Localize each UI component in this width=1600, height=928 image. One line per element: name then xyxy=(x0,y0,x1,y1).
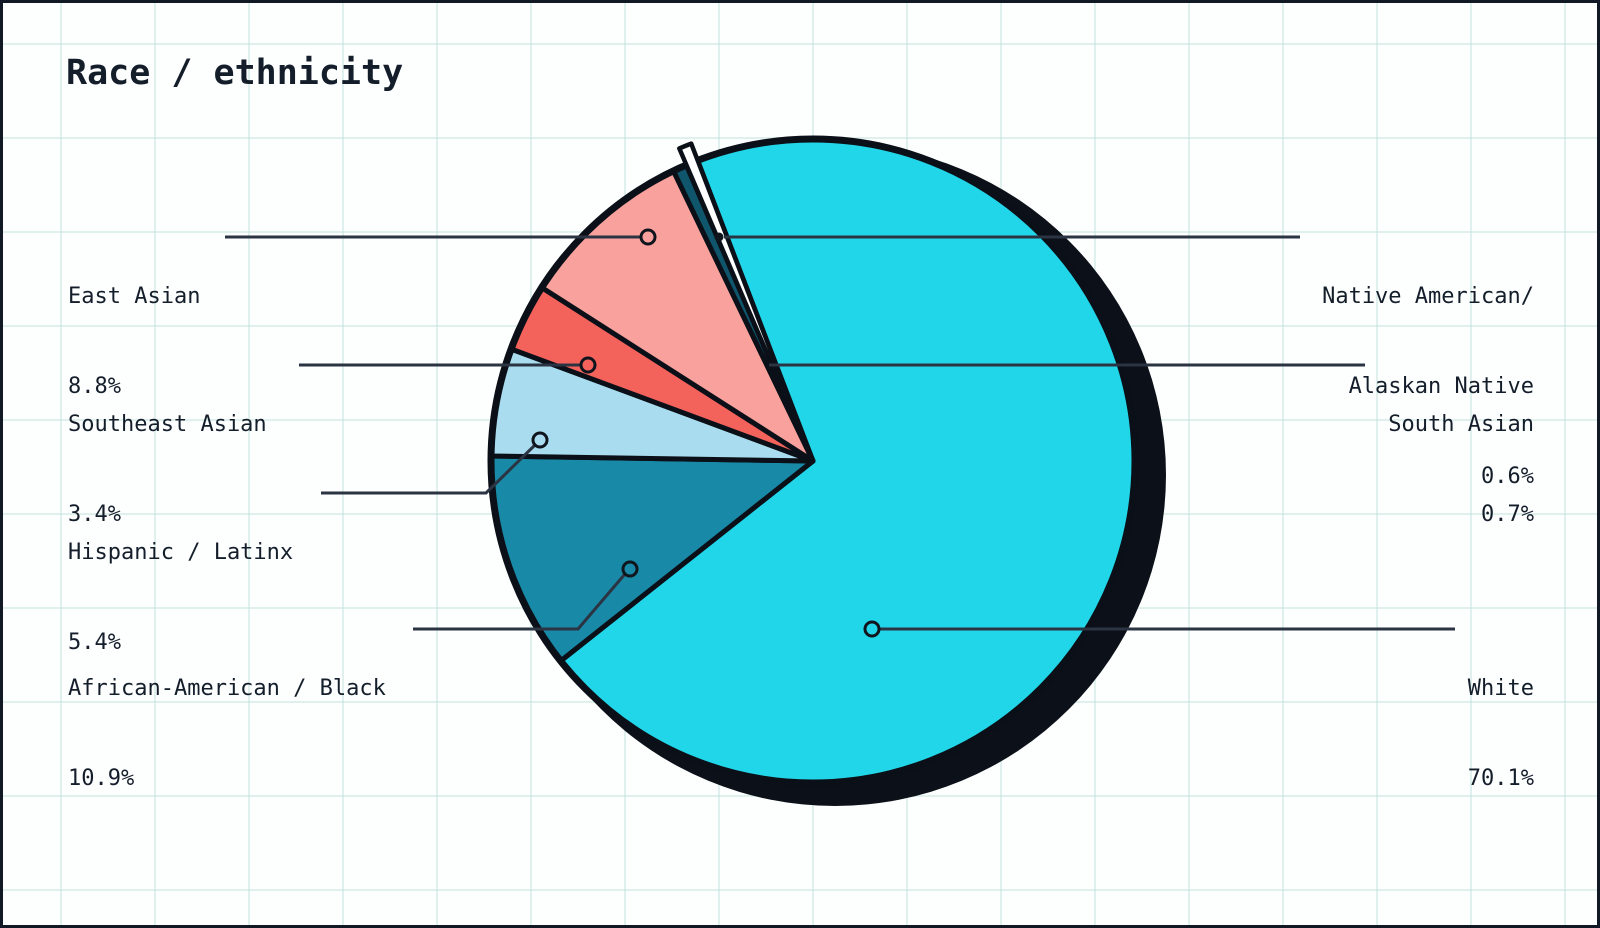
callout-value: 70.1% xyxy=(1467,766,1534,791)
leader-marker-hispanic-latinx xyxy=(531,431,549,449)
leader-marker-native-american xyxy=(714,232,724,242)
leader-marker-white xyxy=(863,620,881,638)
pie-outline xyxy=(487,135,1139,787)
leader-line-african-american-black xyxy=(413,573,627,631)
callout-value: 0.6% xyxy=(1481,464,1534,489)
leader-marker-african-american-black xyxy=(621,560,639,578)
callout-african-american-black: African-American / Black 10.9% xyxy=(68,614,386,854)
callout-value: 3.4% xyxy=(68,502,121,527)
callout-name: Alaskan Native xyxy=(1348,374,1534,399)
callout-southeast-asian: Southeast Asian 3.4% xyxy=(68,350,267,590)
callout-name: East Asian xyxy=(68,284,201,309)
callout-white: White 70.1% xyxy=(1468,614,1534,854)
callout-name: South Asian xyxy=(1388,412,1534,437)
leader-line-hispanic-latinx xyxy=(321,443,537,495)
callout-east-asian: East Asian 8.8% xyxy=(68,222,200,462)
callout-value: 10.9% xyxy=(68,766,135,791)
callout-native-american: Native American/ Alaskan Native 0.6% xyxy=(1322,222,1534,552)
pie-svg xyxy=(225,135,1455,806)
callout-value: 0.7% xyxy=(1481,502,1534,527)
callout-name: White xyxy=(1467,676,1534,701)
pie-chart xyxy=(3,3,1600,928)
callout-value: 8.8% xyxy=(68,374,121,399)
callout-name: Native American/ xyxy=(1322,284,1534,309)
callout-name: African-American / Black xyxy=(68,676,386,701)
chart-title: Race / ethnicity xyxy=(66,53,404,93)
pie-slice-native-american-alaskan-native xyxy=(677,141,816,464)
leader-marker-southeast-asian xyxy=(579,356,597,374)
leader-marker-east-asian xyxy=(639,228,657,246)
callout-name: Southeast Asian xyxy=(68,412,267,437)
callout-hispanic-latinx: Hispanic / Latinx 5.4% xyxy=(68,478,293,718)
callout-value: 5.4% xyxy=(68,630,121,655)
callout-name: Hispanic / Latinx xyxy=(68,540,294,565)
callout-south-asian: South Asian 0.7% xyxy=(1388,350,1534,590)
